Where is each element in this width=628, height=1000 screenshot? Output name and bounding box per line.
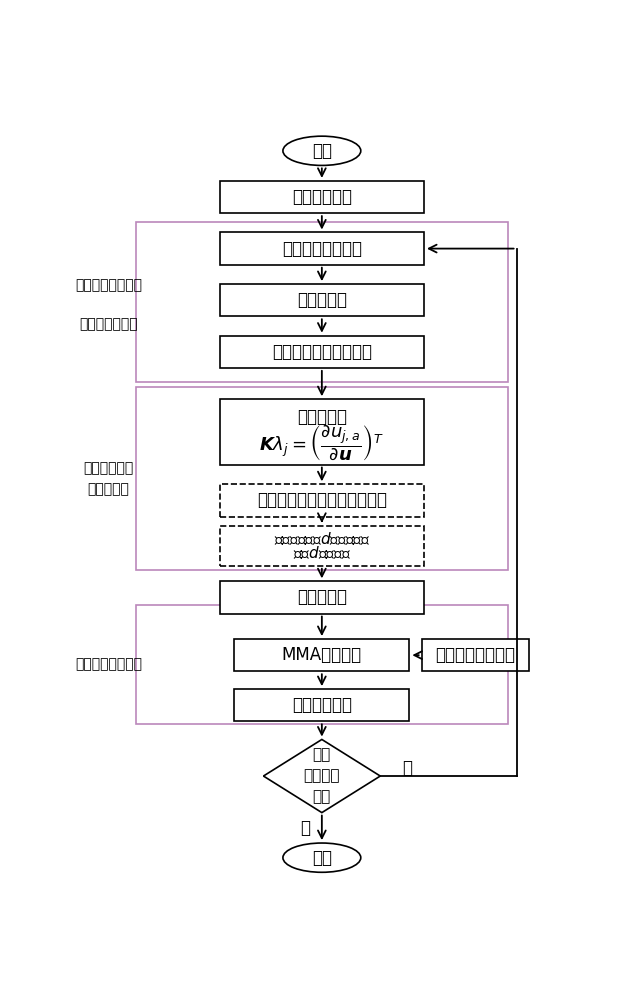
- Text: 是: 是: [300, 819, 310, 837]
- FancyBboxPatch shape: [220, 284, 424, 316]
- Bar: [136, 222, 508, 382]
- FancyBboxPatch shape: [220, 399, 424, 465]
- Text: 更新设计变量: 更新设计变量: [292, 696, 352, 714]
- Text: 位移（应力）的上下界: 位移（应力）的上下界: [272, 343, 372, 361]
- Text: 区间参数顶点组合: 区间参数顶点组合: [282, 240, 362, 258]
- Text: $\boldsymbol{K}\lambda_j = \left(\dfrac{\partial u_{j,a}}{\partial \boldsymbol{u: $\boldsymbol{K}\lambda_j = \left(\dfrac{…: [259, 424, 384, 463]
- Text: 是否
满足收敛
条件: 是否 满足收敛 条件: [303, 748, 340, 805]
- FancyBboxPatch shape: [421, 639, 529, 671]
- Text: 伴随向量法: 伴随向量法: [297, 408, 347, 426]
- Text: 区间参数顶点法: 区间参数顶点法: [79, 317, 138, 331]
- Text: 距离$d$的灵敏度: 距离$d$的灵敏度: [293, 545, 351, 561]
- Text: 计算可靠性指: 计算可靠性指: [84, 461, 134, 475]
- Ellipse shape: [283, 843, 361, 872]
- Text: 优化特征距离$d$和优化特征: 优化特征距离$d$和优化特征: [274, 530, 370, 547]
- Text: 有限元分析: 有限元分析: [297, 291, 347, 309]
- Text: 否: 否: [402, 759, 412, 777]
- FancyBboxPatch shape: [220, 232, 424, 265]
- FancyBboxPatch shape: [220, 181, 424, 213]
- Text: 灵敏度过滤: 灵敏度过滤: [297, 588, 347, 606]
- Text: 计算新的设计变量: 计算新的设计变量: [75, 657, 142, 671]
- FancyBboxPatch shape: [220, 526, 424, 566]
- FancyBboxPatch shape: [220, 581, 424, 614]
- Text: 不确定性传播分析: 不确定性传播分析: [75, 279, 142, 293]
- FancyBboxPatch shape: [234, 689, 409, 721]
- FancyBboxPatch shape: [220, 336, 424, 368]
- Text: 位移（应力）上下界的灵敏度: 位移（应力）上下界的灵敏度: [257, 491, 387, 509]
- FancyBboxPatch shape: [220, 484, 424, 517]
- Text: 定义设计参数: 定义设计参数: [292, 188, 352, 206]
- Text: 结束: 结束: [312, 849, 332, 867]
- FancyBboxPatch shape: [234, 639, 409, 671]
- Text: 开始: 开始: [312, 142, 332, 160]
- Text: 标的灵敏度: 标的灵敏度: [88, 483, 129, 497]
- Text: 相对体积的灵敏度: 相对体积的灵敏度: [435, 646, 515, 664]
- Bar: [136, 605, 508, 724]
- Text: MMA优化算法: MMA优化算法: [282, 646, 362, 664]
- Bar: [136, 387, 508, 570]
- Polygon shape: [264, 739, 381, 813]
- Ellipse shape: [283, 136, 361, 165]
